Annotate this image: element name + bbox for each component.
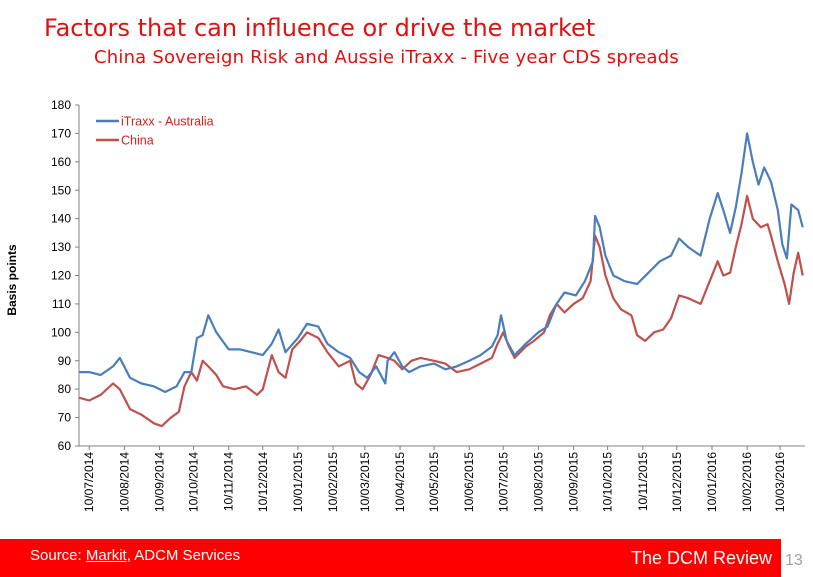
y-tick-label: 100 — [51, 325, 71, 339]
x-tick-label: 10/10/2015 — [601, 452, 615, 512]
legend: iTraxx - Australia China — [96, 115, 214, 148]
x-tick-label: 10/03/2016 — [773, 452, 787, 512]
x-tick-label: 10/06/2015 — [462, 452, 476, 512]
x-tick-label: 10/02/2015 — [326, 452, 340, 512]
cds-spread-chart: 60 70 80 90 100 110 120 130 140 150 160 170 180 10/0… — [5, 98, 805, 512]
series-layer — [78, 132, 804, 428]
y-tick-label: 130 — [51, 240, 71, 254]
series-line-itraxx-australia — [79, 132, 804, 394]
footer-bar: Source: Markit, ADCM Services The DCM Re… — [0, 539, 781, 577]
y-tick-label: 140 — [51, 212, 71, 226]
x-tick-label: 10/02/2016 — [740, 452, 754, 512]
x-tick-label: 10/12/2014 — [256, 452, 270, 512]
y-tick-label: 80 — [58, 382, 72, 396]
x-tick-label: 10/07/2015 — [496, 452, 510, 512]
y-tick-label: 90 — [58, 354, 72, 368]
x-tick-label: 10/11/2014 — [222, 452, 236, 511]
legend-label: iTraxx - Australia — [121, 115, 214, 129]
y-tick-label: 60 — [58, 439, 72, 453]
y-axis: 60 70 80 90 100 110 120 130 140 150 160 170 180 — [51, 98, 80, 453]
x-tick-label: 10/01/2016 — [705, 452, 719, 512]
slide-subtitle: China Sovereign Risk and Aussie iTraxx -… — [94, 47, 679, 68]
x-tick-label: 10/11/2015 — [636, 452, 650, 511]
brand-label: The DCM Review — [630, 548, 772, 568]
y-tick-label: 110 — [52, 297, 71, 311]
x-tick-label: 10/10/2014 — [187, 452, 201, 512]
y-tick-label: 180 — [51, 98, 71, 112]
legend-label: China — [121, 134, 154, 148]
source-link[interactable]: Markit — [85, 547, 127, 564]
x-tick-label: 10/08/2015 — [531, 452, 545, 512]
y-tick-label: 160 — [51, 155, 71, 169]
x-tick-label: 10/05/2015 — [427, 452, 441, 512]
x-tick-label: 10/04/2015 — [393, 452, 407, 512]
x-tick-label: 10/08/2014 — [117, 452, 131, 512]
series-line-china — [78, 194, 804, 428]
x-tick-label: 10/09/2015 — [567, 452, 581, 512]
y-tick-label: 70 — [58, 411, 72, 425]
x-axis: 10/07/2014 10/08/2014 10/09/2014 10/10/2014… — [79, 445, 805, 512]
y-tick-label: 170 — [51, 126, 71, 140]
source-rest: , ADCM Services — [126, 547, 241, 564]
y-tick-label: 150 — [51, 183, 71, 197]
source-prefix: Source: — [30, 547, 86, 564]
x-tick-label: 10/01/2015 — [291, 452, 305, 512]
x-tick-label: 10/03/2015 — [358, 452, 372, 512]
x-tick-label: 10/12/2015 — [670, 452, 684, 512]
y-axis-label: Basis points — [5, 244, 19, 316]
slide-title: Factors that can influence or drive the … — [44, 14, 596, 42]
page-number: 13 — [785, 552, 803, 569]
y-tick-label: 120 — [51, 269, 71, 283]
x-tick-label: 10/07/2014 — [82, 452, 96, 512]
source-note: Source: Markit, ADCM Services — [30, 547, 240, 564]
x-tick-label: 10/09/2014 — [153, 452, 167, 512]
